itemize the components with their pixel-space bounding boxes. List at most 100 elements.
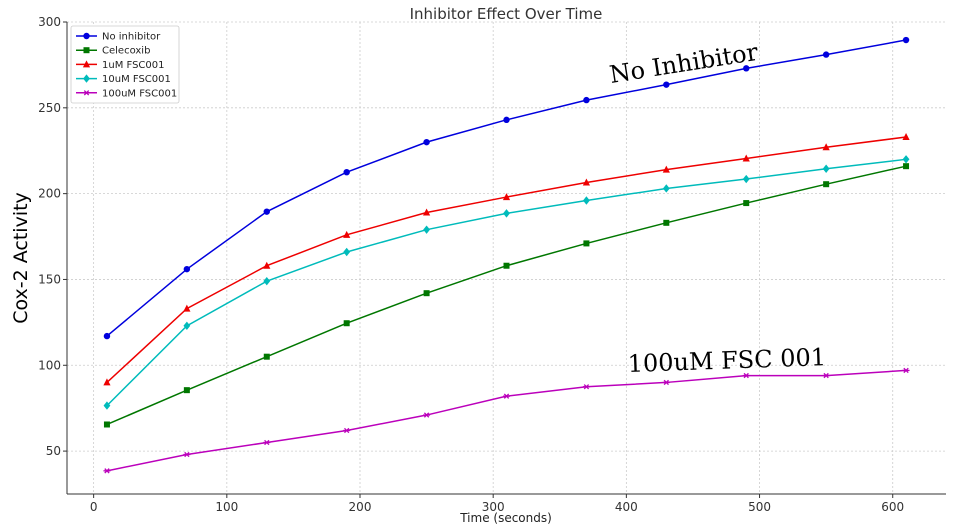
- data-point-100um-fsc001: [423, 412, 431, 418]
- legend-marker-100um-fsc001: [83, 90, 90, 96]
- x-tick-label: 400: [615, 500, 638, 514]
- star-stroke: [743, 372, 749, 379]
- axes: [63, 21, 946, 498]
- data-point-no-inhibitor: [822, 51, 830, 58]
- data-point-no-inhibitor: [423, 138, 430, 146]
- legend-label-10um-fsc001: 10uM FSC001: [102, 74, 171, 85]
- data-point-10um-fsc001: [183, 321, 191, 330]
- star-stroke: [83, 90, 90, 96]
- data-point-100um-fsc001: [503, 393, 510, 399]
- star-stroke: [104, 468, 110, 474]
- legend-marker-celecoxib: [83, 47, 90, 54]
- data-point-celecoxib: [503, 262, 510, 269]
- x-tick-label: 100: [215, 500, 238, 514]
- data-point-10um-fsc001: [343, 247, 351, 257]
- legend-label-100um-fsc001: 100uM FSC001: [102, 88, 177, 99]
- data-point-celecoxib: [183, 387, 190, 394]
- star-stroke: [264, 439, 270, 446]
- data-point-100um-fsc001: [263, 439, 271, 446]
- data-point-no-inhibitor: [743, 65, 750, 72]
- data-point-celecoxib: [663, 219, 670, 226]
- data-point-1um-fsc001: [662, 165, 670, 173]
- chart-title: Inhibitor Effect Over Time: [410, 5, 603, 23]
- legend: No inhibitor Celecoxib 1uM FSC001 10uM FSC0…: [70, 25, 180, 104]
- data-point-100um-fsc001: [343, 427, 351, 434]
- data-point-no-inhibitor: [343, 168, 350, 176]
- y-tick-label: 100: [38, 358, 61, 372]
- data-point-1um-fsc001: [263, 261, 271, 269]
- x-tick-label: 300: [482, 500, 505, 514]
- grid: [67, 21, 946, 494]
- legend-label-no-inhibitor: No inhibitor: [102, 32, 161, 43]
- legend-box: [70, 25, 180, 104]
- data-point-10um-fsc001: [263, 276, 271, 286]
- star-stroke: [903, 367, 909, 374]
- data-point-celecoxib: [423, 290, 430, 297]
- data-point-10um-fsc001: [503, 209, 510, 218]
- data-point-no-inhibitor: [263, 208, 270, 215]
- data-point-1um-fsc001: [343, 230, 351, 238]
- data-point-10um-fsc001: [742, 174, 750, 184]
- legend-marker-1um-fsc001: [82, 60, 91, 68]
- data-point-1um-fsc001: [742, 154, 750, 162]
- y-tick-label: 300: [38, 15, 61, 29]
- data-point-no-inhibitor: [183, 265, 191, 273]
- data-point-1um-fsc001: [422, 208, 431, 216]
- data-point-1um-fsc001: [103, 378, 111, 386]
- data-point-10um-fsc001: [822, 164, 830, 173]
- data-point-1um-fsc001: [183, 304, 191, 312]
- legend-marker-10um-fsc001: [83, 74, 90, 83]
- tick-labels: 0 100 200 300 400 500 600 50 100 150 200 250 300: [38, 15, 904, 514]
- data-point-10um-fsc001: [662, 184, 670, 193]
- data-point-100um-fsc001: [582, 384, 590, 390]
- data-point-100um-fsc001: [902, 367, 910, 374]
- y-tick-label: 50: [46, 444, 61, 458]
- data-point-100um-fsc001: [103, 468, 111, 474]
- data-point-celecoxib: [343, 320, 350, 327]
- data-point-100um-fsc001: [662, 379, 670, 386]
- y-axis-label: Cox-2 Activity: [10, 192, 32, 324]
- x-tick-label: 200: [349, 500, 372, 514]
- annotation-100um-fsc001: 100uM FSC 001: [627, 343, 826, 378]
- data-point-no-inhibitor: [583, 96, 590, 104]
- data-point-celecoxib: [103, 421, 110, 428]
- legend-label-celecoxib: Celecoxib: [102, 46, 150, 57]
- legend-marker-no-inhibitor: [83, 32, 90, 40]
- data-point-celecoxib: [263, 353, 270, 360]
- data-point-no-inhibitor: [902, 36, 910, 44]
- y-tick-label: 250: [38, 101, 61, 115]
- data-point-1um-fsc001: [902, 132, 910, 140]
- data-point-1um-fsc001: [502, 193, 511, 201]
- star-stroke: [184, 451, 190, 458]
- data-point-celecoxib: [743, 200, 750, 207]
- star-stroke: [344, 427, 350, 434]
- x-tick-label: 0: [90, 500, 98, 514]
- x-tick-label: 600: [881, 500, 904, 514]
- data-point-10um-fsc001: [423, 225, 430, 234]
- series-layer: [103, 36, 910, 474]
- star-stroke: [663, 379, 669, 386]
- data-point-no-inhibitor: [103, 332, 111, 340]
- data-point-no-inhibitor: [663, 81, 670, 88]
- star-stroke: [583, 384, 590, 390]
- data-point-celecoxib: [583, 240, 590, 247]
- y-tick-label: 150: [38, 272, 61, 286]
- data-point-1um-fsc001: [582, 178, 591, 186]
- star-stroke: [823, 372, 829, 379]
- data-point-100um-fsc001: [183, 451, 191, 458]
- data-point-10um-fsc001: [902, 155, 910, 164]
- legend-label-1um-fsc001: 1uM FSC001: [102, 60, 165, 71]
- y-tick-label: 200: [38, 187, 61, 201]
- data-point-10um-fsc001: [103, 401, 111, 410]
- star-stroke: [503, 393, 510, 399]
- star-stroke: [423, 412, 430, 418]
- data-point-100um-fsc001: [822, 372, 830, 379]
- data-point-celecoxib: [823, 181, 830, 188]
- data-point-no-inhibitor: [503, 116, 510, 124]
- data-point-celecoxib: [903, 163, 910, 170]
- data-point-100um-fsc001: [742, 372, 750, 379]
- data-point-10um-fsc001: [583, 196, 590, 205]
- data-point-1um-fsc001: [822, 143, 830, 151]
- x-tick-label: 500: [748, 500, 771, 514]
